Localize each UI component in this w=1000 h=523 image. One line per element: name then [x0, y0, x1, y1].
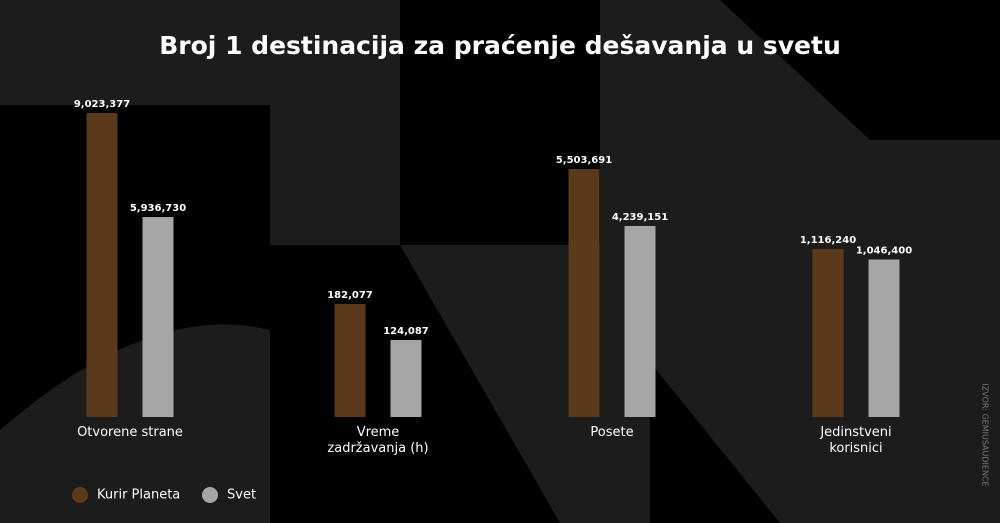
value-label: 182,077 [327, 290, 373, 301]
category-label: Jedinstveni korisnici [820, 425, 892, 456]
value-label: 124,087 [383, 326, 429, 337]
bar [624, 225, 656, 417]
value-label: 1,046,400 [856, 246, 912, 257]
value-label: 5,936,730 [130, 203, 186, 214]
bar [812, 249, 844, 417]
bar [868, 259, 900, 417]
bar [86, 113, 118, 417]
legend-swatch [202, 487, 218, 503]
value-label: 1,116,240 [800, 235, 856, 246]
bar [390, 339, 422, 417]
category-label: Otvorene strane [77, 425, 183, 440]
category-label: Vreme zadržavanja (h) [327, 425, 429, 456]
legend-swatch [72, 487, 88, 503]
source: IZVOR: GEMIUSAUDIENCE [981, 383, 990, 486]
value-label: 4,239,151 [612, 212, 668, 223]
chart-title: Broj 1 destinacija za praćenje dešavanja… [159, 31, 841, 60]
bar [142, 216, 174, 417]
value-label: 9,023,377 [74, 99, 130, 110]
legend-label: Kurir Planeta [97, 488, 180, 503]
value-label: 5,503,691 [556, 155, 612, 166]
legend-label: Svet [227, 488, 256, 503]
bar [568, 169, 600, 417]
category-label: Posete [590, 425, 634, 440]
bar [334, 304, 366, 417]
